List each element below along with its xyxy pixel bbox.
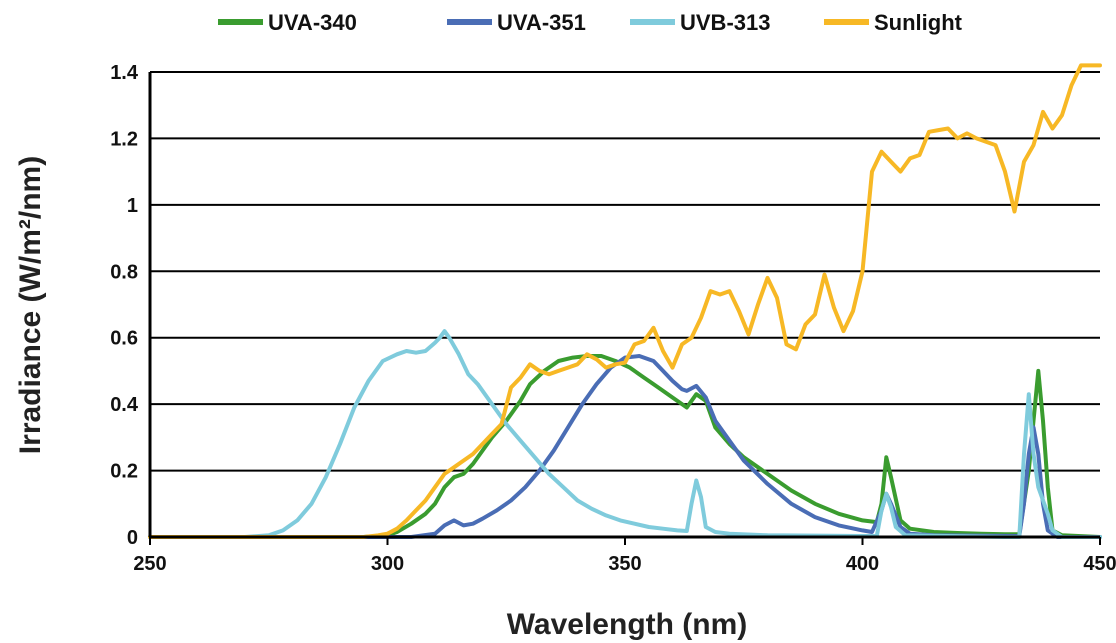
legend-label-uva-351: UVA-351: [497, 10, 586, 35]
gridlines: [150, 71, 1100, 472]
legend-label-uvb-313: UVB-313: [680, 10, 770, 35]
series-lines: [148, 63, 1102, 539]
y-tick-label: 1: [127, 195, 138, 217]
y-tick-label: 0.6: [110, 328, 138, 350]
y-axis-title: Irradiance (W/m²/nm): [14, 156, 47, 454]
series-line-uva-351: [148, 354, 1102, 539]
x-tick-label: 250: [133, 553, 166, 575]
x-axis-title: Wavelength (nm): [507, 608, 748, 641]
y-tick-label: 0.8: [110, 261, 138, 283]
y-tick-label: 0: [127, 527, 138, 549]
y-tick-label: 1.4: [110, 62, 139, 84]
x-tick-label: 350: [608, 553, 641, 575]
x-tick-label: 300: [371, 553, 404, 575]
series-line-uvb-313: [148, 329, 1102, 539]
y-tick-label: 0.4: [110, 394, 139, 416]
y-tick-label: 0.2: [110, 461, 138, 483]
series-line-sunlight: [148, 63, 1102, 539]
axes: [148, 72, 1101, 545]
legend-label-uva-340: UVA-340: [268, 10, 357, 35]
legend-label-sunlight: Sunlight: [874, 10, 963, 35]
x-tick-label: 450: [1083, 553, 1116, 575]
y-tick-labels: 0 0.2 0.4 0.6 0.8 1 1.2 1.4: [110, 62, 139, 549]
x-tick-label: 400: [846, 553, 879, 575]
series-line-uva-340: [148, 354, 1102, 539]
legend: UVA-340 UVA-351 UVB-313 Sunlight: [218, 10, 963, 35]
x-tick-labels: 250 300 350 400 450: [133, 553, 1116, 575]
y-tick-label: 1.2: [110, 128, 138, 150]
